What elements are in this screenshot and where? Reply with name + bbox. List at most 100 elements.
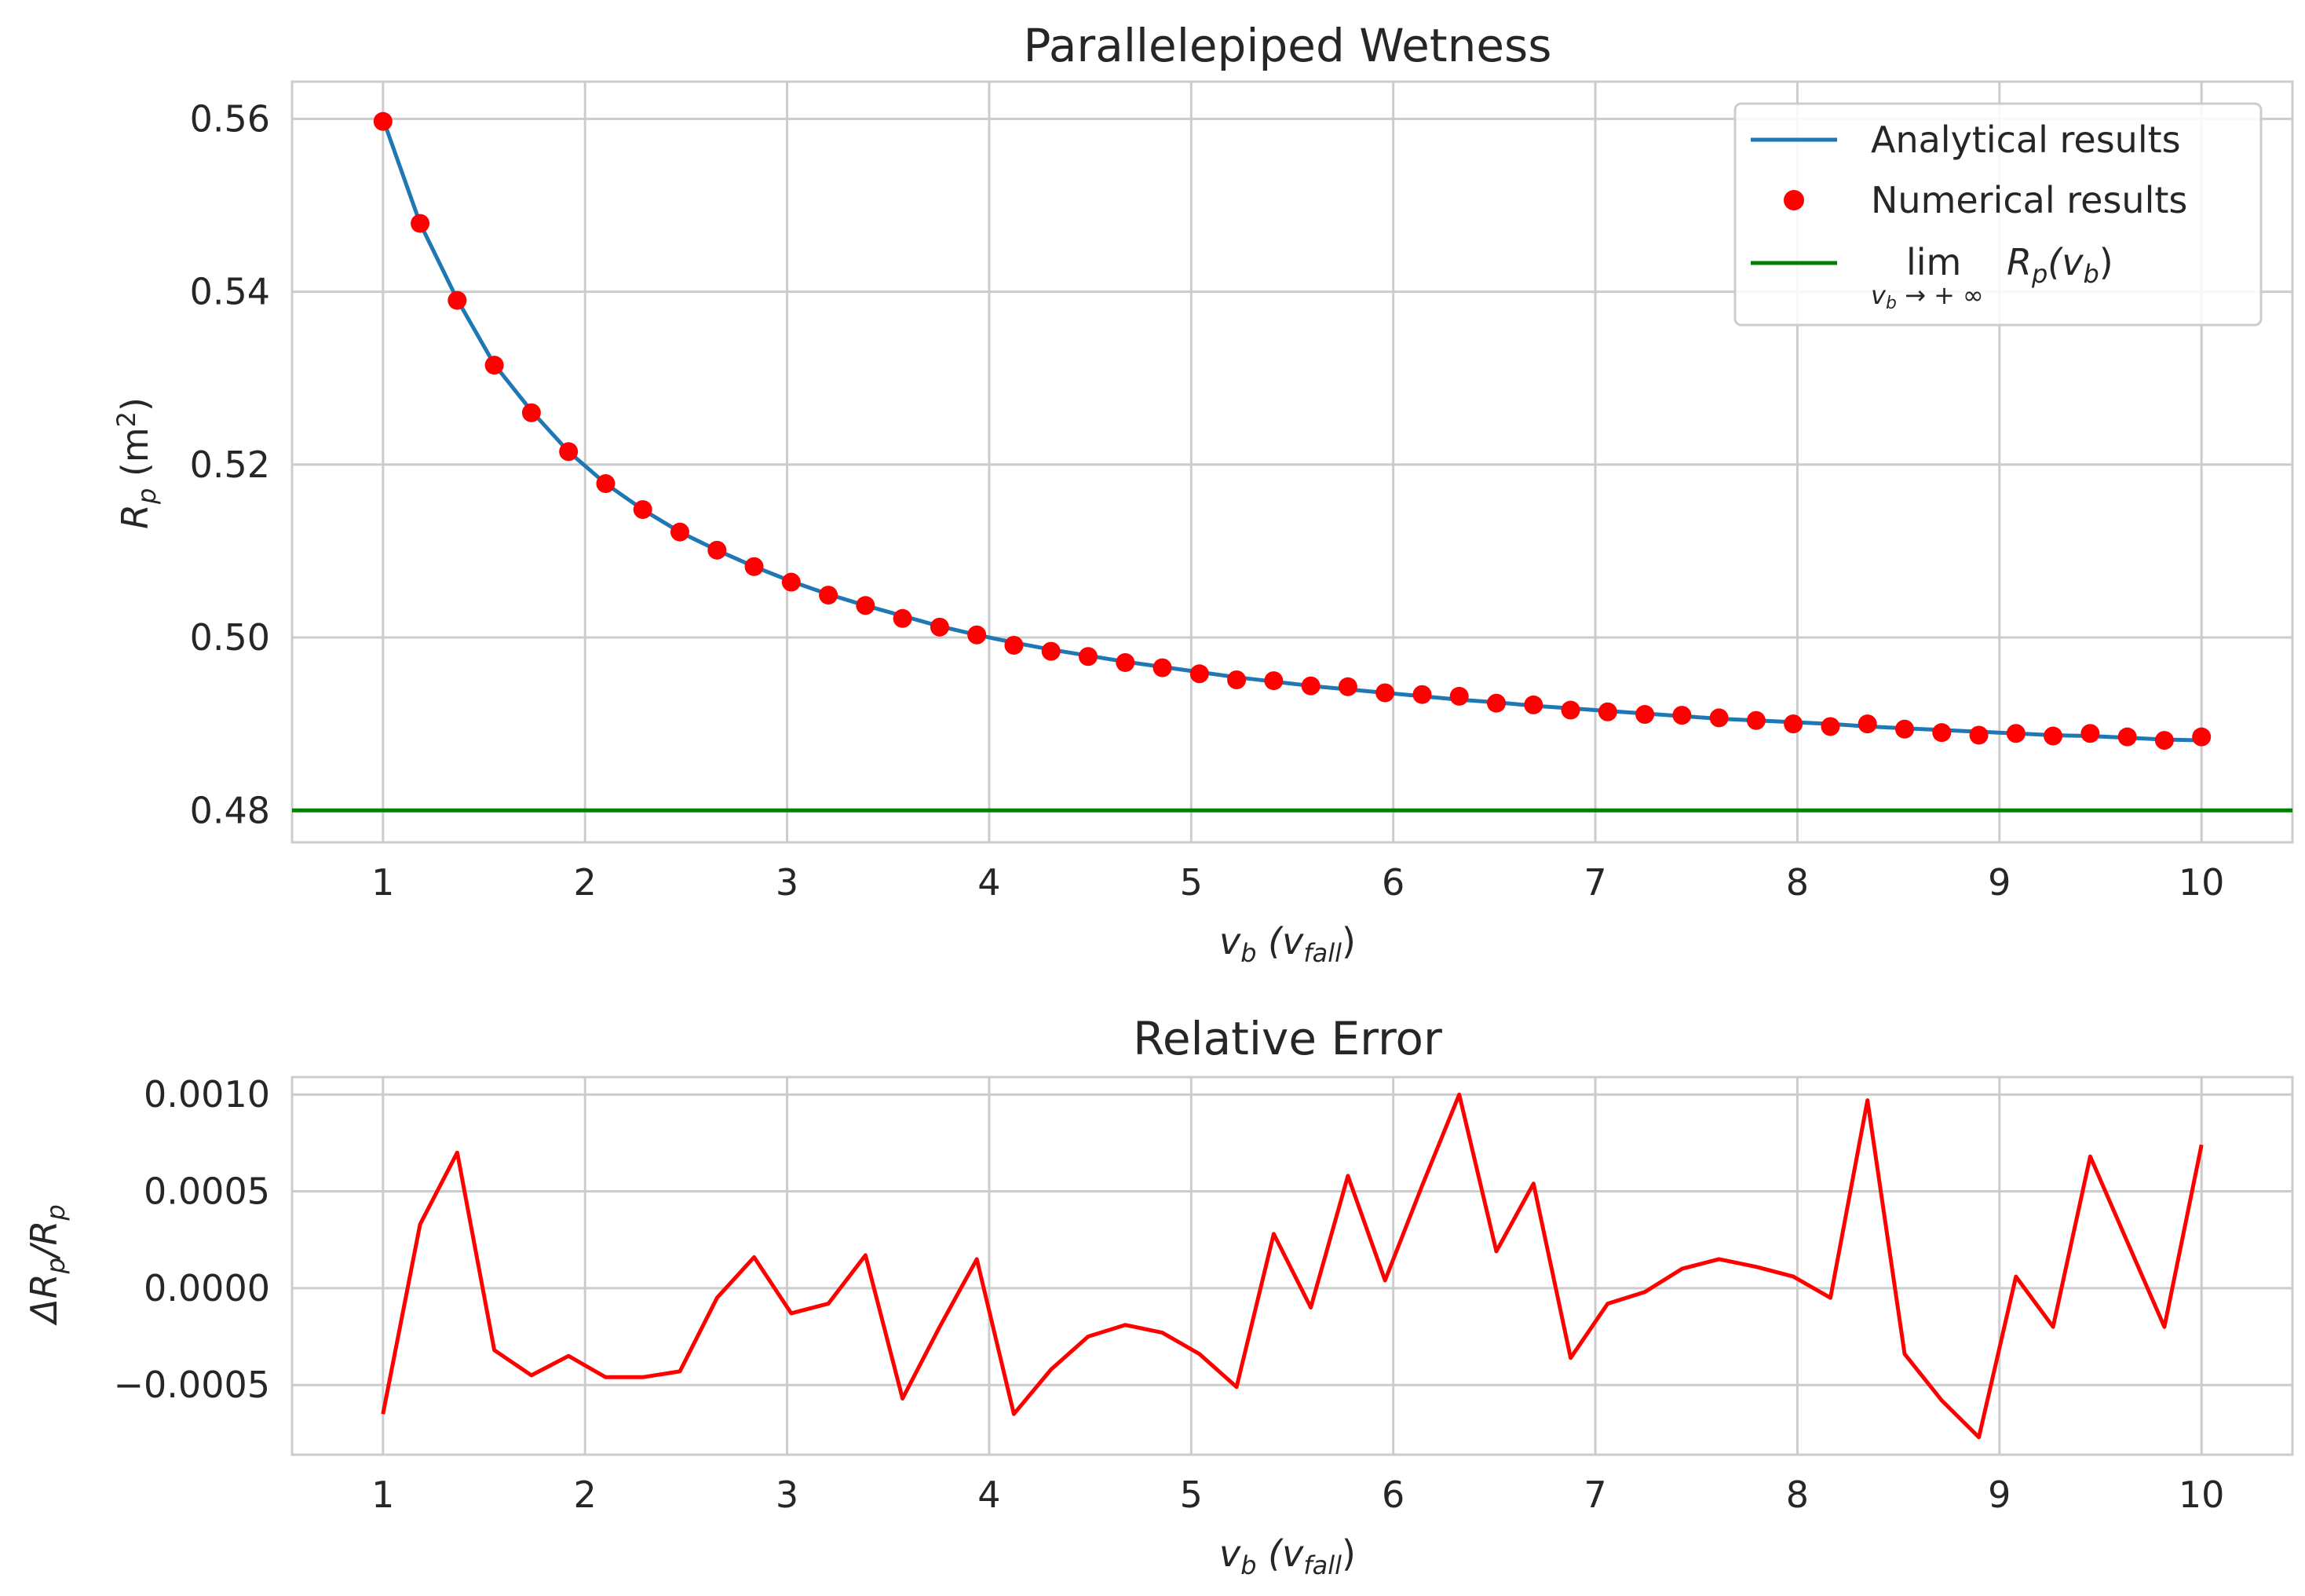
y2-label-slash: /R xyxy=(23,1221,65,1261)
y-label-main: R xyxy=(114,504,156,529)
y-label-rest: (m xyxy=(114,427,156,488)
legend-limit-lim: lim xyxy=(1906,241,1961,283)
numerical-point xyxy=(1041,641,1061,661)
y-label-sup: 2 xyxy=(111,411,141,427)
numerical-point xyxy=(707,540,727,560)
numerical-point xyxy=(1969,725,1989,745)
wetness-y-axis-label: Rp (m2) xyxy=(111,397,162,529)
relative-error-x-tick-labels: 1 2 3 4 5 6 7 8 9 10 xyxy=(371,1474,2224,1516)
wetness-y-tick-label: 0.54 xyxy=(190,271,270,313)
numerical-point xyxy=(373,111,393,131)
wetness-chart: Parallelepiped Wetness 1 2 3 4 5 6 7 8 9 10 0.480… xyxy=(111,19,2294,968)
numerical-point xyxy=(1189,664,1209,684)
numerical-point xyxy=(1598,702,1617,721)
legend: Analytical results Numerical results lim… xyxy=(1733,102,2263,327)
relative-error-series xyxy=(381,1092,2204,1440)
relative-error-y-tick-label: 0.0005 xyxy=(144,1171,270,1213)
wetness-x-tick-label: 7 xyxy=(1584,861,1606,904)
x2-label-paren-sub: fall xyxy=(1303,1550,1342,1580)
relative-error-x-axis-label: vb (vfall) xyxy=(1219,1532,1356,1580)
wetness-x-tick-label: 1 xyxy=(371,861,394,904)
relative-error-y-tick-labels: −0.0005 0.0000 0.0005 0.0010 xyxy=(114,1073,271,1406)
wetness-y-tick-label: 0.52 xyxy=(190,444,270,486)
legend-numerical-label: Numerical results xyxy=(1871,179,2187,221)
wetness-x-tick-labels: 1 2 3 4 5 6 7 8 9 10 xyxy=(371,861,2224,904)
numerical-point xyxy=(1784,714,1803,734)
wetness-y-tick-label: 0.56 xyxy=(190,97,270,140)
numerical-point xyxy=(819,586,838,605)
legend-numerical-swatch xyxy=(1784,190,1804,210)
numerical-point xyxy=(2044,726,2063,746)
x2-label-sub: b xyxy=(1240,1550,1256,1580)
numerical-point xyxy=(670,522,690,542)
numerical-point xyxy=(930,617,949,637)
legend-limit-expr-p: p xyxy=(2031,259,2047,289)
numerical-series xyxy=(373,111,2212,751)
numerical-point xyxy=(744,557,764,576)
wetness-x-tick-label: 10 xyxy=(2179,861,2225,904)
x-label-paren-open: (v xyxy=(1257,920,1305,962)
numerical-point xyxy=(1004,635,1024,655)
numerical-point xyxy=(1932,723,1952,743)
x-label-paren-sub: fall xyxy=(1303,938,1342,968)
relative-error-gridlines xyxy=(292,1077,2292,1455)
wetness-x-tick-label: 6 xyxy=(1382,861,1405,904)
relative-error-line xyxy=(381,1092,2204,1440)
numerical-point xyxy=(856,596,875,615)
numerical-point xyxy=(1709,708,1729,728)
relative-error-chart: Relative Error 1 2 3 4 5 6 7 8 9 10 −0.0005 0.0000… xyxy=(23,1012,2294,1580)
relative-error-x-tick-label: 5 xyxy=(1180,1474,1203,1516)
relative-error-x-tick-label: 9 xyxy=(1988,1474,2011,1516)
numerical-point xyxy=(893,608,912,628)
wetness-x-tick-label: 3 xyxy=(776,861,798,904)
numerical-point xyxy=(1412,685,1432,704)
relative-error-y-tick-label: 0.0010 xyxy=(144,1073,270,1116)
numerical-point xyxy=(1894,719,1914,739)
wetness-x-tick-label: 4 xyxy=(977,861,1000,904)
numerical-point xyxy=(484,356,504,375)
numerical-point xyxy=(411,214,430,233)
numerical-point xyxy=(1152,658,1172,677)
numerical-point xyxy=(1227,670,1247,689)
legend-limit-expr-paren: (v xyxy=(2047,241,2084,283)
wetness-x-tick-label: 9 xyxy=(1988,861,2011,904)
numerical-point xyxy=(1858,714,1877,734)
relative-error-x-tick-label: 8 xyxy=(1786,1474,1809,1516)
numerical-point xyxy=(1301,676,1321,696)
x2-label-paren-open: (v xyxy=(1257,1532,1305,1575)
wetness-x-axis-label: vb (vfall) xyxy=(1219,920,1356,968)
numerical-point xyxy=(596,474,616,494)
y-label-close: ) xyxy=(114,397,156,411)
legend-limit-expr: Rp(vb) xyxy=(2007,241,2113,289)
numerical-point xyxy=(781,572,801,592)
numerical-point xyxy=(1486,693,1506,713)
x-label-main: v xyxy=(1219,920,1241,962)
numerical-point xyxy=(2192,727,2212,747)
y-label-sub: p xyxy=(132,488,162,505)
numerical-point xyxy=(1672,706,1692,725)
relative-error-frame-rect xyxy=(290,1076,2294,1456)
numerical-point xyxy=(1338,677,1357,696)
numerical-point xyxy=(1635,705,1655,725)
legend-limit-expr-paren-sub: b xyxy=(2083,259,2099,289)
relative-error-x-tick-label: 6 xyxy=(1382,1474,1405,1516)
wetness-y-tick-label: 0.48 xyxy=(190,789,270,831)
legend-limit-sub-arrow: → + ∞ xyxy=(1897,280,1984,310)
numerical-point xyxy=(447,290,467,310)
y2-label-sub2: p xyxy=(41,1204,71,1221)
numerical-point xyxy=(2117,727,2137,747)
legend-limit-expr-close: ) xyxy=(2099,241,2113,283)
numerical-point xyxy=(1079,647,1098,667)
relative-error-y-axis-label: ΔRp/Rp xyxy=(23,1204,71,1326)
legend-limit-sub-v: v xyxy=(1871,280,1887,310)
relative-error-chart-title: Relative Error xyxy=(1133,1012,1442,1065)
x2-label-paren-close: ) xyxy=(1342,1532,1356,1575)
numerical-point xyxy=(1375,683,1395,703)
x2-label-main: v xyxy=(1219,1532,1241,1575)
legend-analytical-label: Analytical results xyxy=(1871,119,2181,161)
y2-label-delta: ΔR xyxy=(23,1273,65,1325)
legend-box xyxy=(1733,102,2263,327)
numerical-point xyxy=(2154,731,2174,751)
numerical-point xyxy=(1821,717,1840,736)
